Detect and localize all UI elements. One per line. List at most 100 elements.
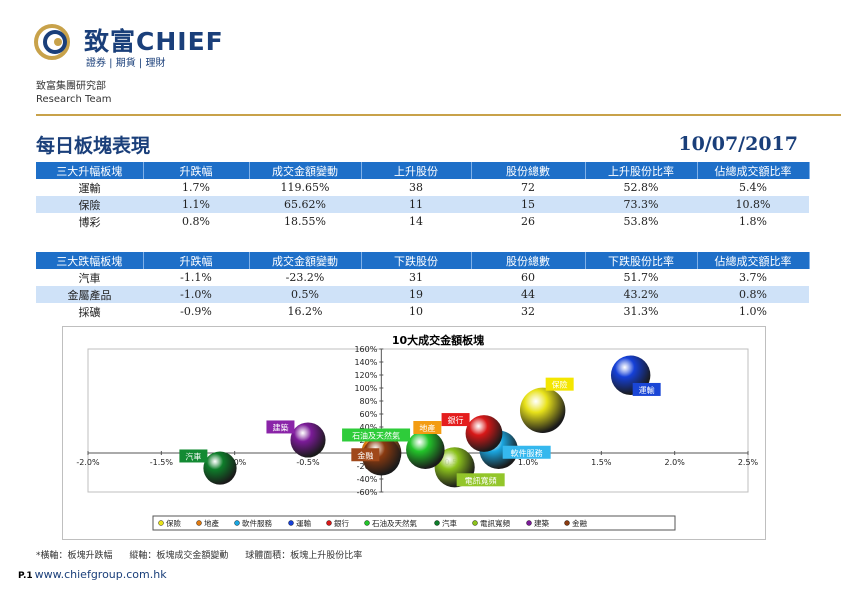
bubble-label-box [342,428,411,442]
bubble-label-box [545,377,574,391]
column-header: 下跌股份比率 [585,252,698,269]
footnote-bubble-size: 球體面積：板塊上升股份比率 [245,551,363,561]
chart-legend: 保險 地產 軟件服務 運輸 銀行 石油及天然氣 汽車 電訊寬頻 建築 金融 [152,515,676,531]
table-cell: 0.5% [249,286,361,303]
legend-label: 運輸 [296,518,311,528]
y-tick-label: 120% [354,371,377,380]
table-cell: 16.2% [249,303,361,320]
bubble-label-box [456,473,505,487]
bubble-label-box [179,449,208,463]
table-cell: 119.65% [249,179,361,196]
bubble-label: 運輸 [639,385,655,395]
bubble-label: 銀行 [448,415,464,425]
x-tick-label: -2.0% [76,458,100,467]
research-team-zh: 致富集團研究部 [36,81,106,92]
table-cell: 5.4% [697,179,809,196]
brand-tagline: 證券 | 期貨 | 理財 [86,58,166,69]
footer: P.1 www.chiefgroup.com.hk [18,568,167,581]
legend-marker [196,520,202,526]
sector-name-cell: 採礦 [36,303,143,320]
table-cell: 53.8% [585,213,697,230]
table-cell: 60 [471,269,585,286]
table-cell: 72 [471,179,585,196]
bubble-chart: 10大成交金額板塊-2.0%-1.5%-1.0%-0.5%0.0%0.5%1.0… [62,326,766,540]
legend-marker [526,520,532,526]
bubble [406,430,445,470]
legend-label: 金融 [572,518,587,528]
bubble [465,415,503,452]
bubble-label: 石油及天然氣 [352,430,400,440]
x-tick-label: 2.5% [738,458,759,467]
y-tick-label: -60% [357,488,378,497]
y-tick-label: 100% [354,384,377,393]
legend-label: 軟件服務 [242,518,272,528]
gainer-row: 保險 1.1% 65.62% 11 15 73.3% 10.8% [36,196,809,213]
y-tick-label: 140% [354,358,377,367]
column-header: 成交金額變動 [249,252,362,269]
legend-marker [564,520,570,526]
bubble-label-box [632,382,661,396]
bubble-label-box [441,413,470,427]
legend-marker [364,520,370,526]
y-tick-label: 60% [360,410,378,419]
column-header: 上升股份比率 [585,162,698,179]
column-header: 成交金額變動 [249,162,362,179]
bubble-label: 保險 [552,380,568,390]
table-cell: 11 [361,196,471,213]
x-tick-label: -0.5% [296,458,320,467]
table-cell: 38 [361,179,471,196]
legend-label: 建築 [534,518,549,528]
x-tick-label: 2.0% [665,458,686,467]
table-cell: 15 [471,196,585,213]
top-losers-table: 三大跌幅板塊 升跌幅 成交金額變動 下跌股份 股份總數 下跌股份比率 佔總成交額比率 汽車 -… [36,252,810,320]
legend-label: 汽車 [442,518,457,528]
loser-row: 金屬產品 -1.0% 0.5% 19 44 43.2% 0.8% [36,286,809,303]
column-header: 升跌幅 [143,252,250,269]
bubble [362,436,401,476]
table-cell: 0.8% [143,213,249,230]
legend-marker [234,520,240,526]
table-cell: 1.7% [143,179,249,196]
sector-name-cell: 保險 [36,196,143,213]
table-cell: 1.8% [697,213,809,230]
table-cell: 0.8% [697,286,809,303]
sector-name-cell: 汽車 [36,269,143,286]
table-cell: 1.0% [697,303,809,320]
table-cell: 18.55% [249,213,361,230]
footnote-y-axis: 縱軸：板塊成交金額變動 [129,551,229,561]
website-link[interactable]: www.chiefgroup.com.hk [34,568,167,581]
table-cell: 65.62% [249,196,361,213]
table-cell: 52.8% [585,179,697,196]
table-cell: 19 [361,286,471,303]
sector-name-cell: 博彩 [36,213,143,230]
table-cell: 10.8% [697,196,809,213]
page-title: 每日板塊表現 [36,135,151,157]
column-header: 佔總成交額比率 [697,252,810,269]
bubble-label: 汽車 [185,451,201,461]
y-tick-label: 40% [360,423,378,432]
footnote-x-axis: *橫軸：板塊升跌幅 [36,551,113,561]
legend-marker [158,520,164,526]
brand-name: 致富CHIEF [84,27,224,56]
column-header: 上升股份 [361,162,472,179]
table-cell: 73.3% [585,196,697,213]
header-divider [36,114,841,116]
table-cell: 51.7% [585,269,697,286]
page-number: P.1 [18,571,33,581]
legend-marker [434,520,440,526]
bubble-label-box [413,421,442,434]
bubble [203,451,237,485]
legend-label: 地產 [204,518,219,528]
brand-logo-icon [34,24,70,60]
research-team-en: Research Team [36,94,112,105]
table-cell: 43.2% [585,286,697,303]
gainer-row: 博彩 0.8% 18.55% 14 26 53.8% 1.8% [36,213,809,230]
table-cell: 32 [471,303,585,320]
column-header: 下跌股份 [361,252,472,269]
table-cell: 44 [471,286,585,303]
loser-row: 採礦 -0.9% 16.2% 10 32 31.3% 1.0% [36,303,809,320]
table-cell: 3.7% [697,269,809,286]
table-cell: 26 [471,213,585,230]
report-date: 10/07/2017 [678,133,798,155]
y-tick-label: 80% [360,397,378,406]
